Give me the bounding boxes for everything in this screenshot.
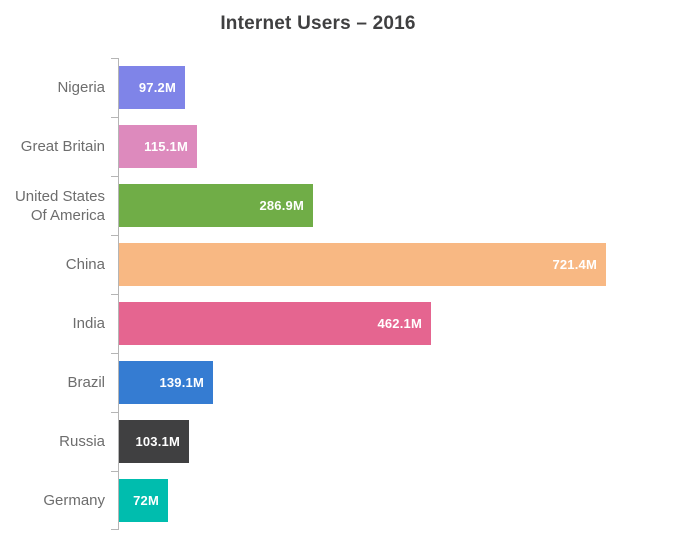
axis-tick (111, 471, 118, 472)
category-label: India (72, 315, 105, 332)
category-label: United States Of America (14, 187, 105, 224)
bar-value-label: 103.1M (135, 434, 180, 449)
bar-row: Russia 103.1M (0, 412, 700, 471)
axis-tick (111, 294, 118, 295)
bar-value-label: 72M (133, 493, 159, 508)
bar-row: Germany 72M (0, 471, 700, 530)
y-axis-line (118, 58, 119, 530)
bar[interactable]: 721.4M (119, 243, 606, 286)
bar-row: Brazil 139.1M (0, 353, 700, 412)
category-label: Nigeria (57, 79, 105, 96)
bar-row: Great Britain 115.1M (0, 117, 700, 176)
axis-tick (111, 58, 118, 59)
bar[interactable]: 462.1M (119, 302, 431, 345)
axis-tick (111, 235, 118, 236)
bar[interactable]: 115.1M (119, 125, 197, 168)
bar[interactable]: 72M (119, 479, 168, 522)
bar-row: India 462.1M (0, 294, 700, 353)
category-label: Russia (59, 433, 105, 450)
bar-value-label: 97.2M (138, 80, 176, 95)
bar-row: Nigeria 97.2M (0, 58, 700, 117)
bar-track: 97.2M (118, 58, 700, 117)
plot-area: Nigeria 97.2M Great Britain 115.1M Unite… (0, 58, 700, 532)
bar-track: 72M (118, 471, 700, 530)
bar-value-label: 721.4M (552, 257, 597, 272)
axis-tick (111, 353, 118, 354)
bar-value-label: 139.1M (159, 375, 204, 390)
bar-track: 139.1M (118, 353, 700, 412)
bar-row: United States Of America 286.9M (0, 176, 700, 235)
bar-row: China 721.4M (0, 235, 700, 294)
axis-tick (111, 412, 118, 413)
bar[interactable]: 139.1M (119, 361, 213, 404)
category-label: China (65, 256, 105, 273)
category-label: Brazil (67, 374, 105, 391)
bar-track: 286.9M (118, 176, 700, 235)
bar-track: 721.4M (118, 235, 700, 294)
category-label: Germany (43, 492, 105, 509)
bar-track: 115.1M (118, 117, 700, 176)
bar-value-label: 115.1M (144, 139, 188, 154)
category-label: Great Britain (20, 138, 105, 155)
axis-tick (111, 176, 118, 177)
bar[interactable]: 103.1M (119, 420, 189, 463)
bar-track: 103.1M (118, 412, 700, 471)
bar-value-label: 286.9M (259, 198, 304, 213)
bar[interactable]: 286.9M (119, 184, 313, 227)
axis-tick (111, 529, 118, 530)
bar-value-label: 462.1M (377, 316, 422, 331)
bar-track: 462.1M (118, 294, 700, 353)
chart-title: Internet Users – 2016 (220, 13, 416, 34)
bar[interactable]: 97.2M (119, 66, 185, 109)
axis-tick (111, 117, 118, 118)
